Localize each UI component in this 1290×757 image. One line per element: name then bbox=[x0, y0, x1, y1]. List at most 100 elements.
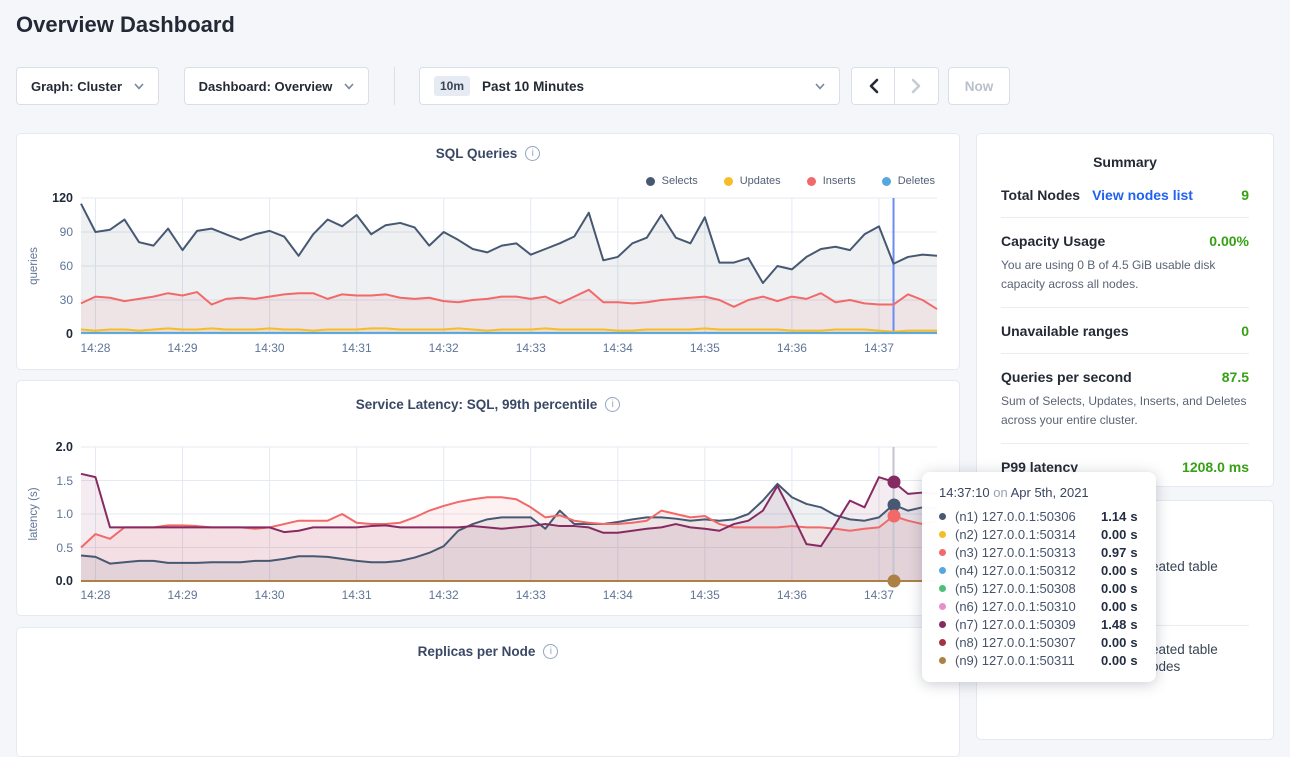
tooltip-node-label: (n1) 127.0.0.1:50306 bbox=[955, 509, 1101, 524]
chart-title: Replicas per Node bbox=[418, 644, 536, 659]
tooltip-node-label: (n5) 127.0.0.1:50308 bbox=[955, 581, 1101, 596]
tooltip-node-label: (n6) 127.0.0.1:50310 bbox=[955, 599, 1101, 614]
tooltip-row: (n1) 127.0.0.1:503061.14s bbox=[939, 507, 1142, 525]
tooltip-unit: s bbox=[1130, 581, 1137, 596]
x-tick-label: 14:35 bbox=[690, 341, 720, 355]
chevron-down-icon bbox=[815, 83, 825, 90]
tooltip-unit: s bbox=[1130, 563, 1137, 578]
tooltip-node-value: 0.00 bbox=[1101, 563, 1126, 578]
tooltip-time: 14:37:10 bbox=[939, 485, 990, 500]
event-text-fragment: eated table bbox=[1151, 559, 1218, 574]
service-latency-card: Service Latency: SQL, 99th percentile i … bbox=[16, 380, 960, 616]
time-prev-button[interactable] bbox=[852, 68, 895, 104]
x-tick-label: 14:32 bbox=[429, 588, 459, 602]
x-tick-label: 14:29 bbox=[168, 341, 198, 355]
time-range-picker[interactable]: 10m Past 10 Minutes bbox=[419, 67, 840, 105]
x-tick-label: 14:32 bbox=[429, 341, 459, 355]
tooltip-row: (n5) 127.0.0.1:503080.00s bbox=[939, 579, 1142, 597]
unavailable-ranges-label: Unavailable ranges bbox=[1001, 323, 1129, 339]
legend-dot bbox=[724, 177, 733, 186]
legend-item-inserts[interactable]: Inserts bbox=[807, 175, 856, 187]
info-icon[interactable]: i bbox=[605, 397, 620, 412]
graph-dropdown-label: Graph: Cluster bbox=[31, 79, 122, 94]
x-tick-label: 14:33 bbox=[516, 341, 546, 355]
legend-label: Selects bbox=[662, 175, 698, 187]
series-color-dot bbox=[939, 639, 946, 646]
tooltip-rows: (n1) 127.0.0.1:503061.14s(n2) 127.0.0.1:… bbox=[939, 507, 1142, 669]
page-title: Overview Dashboard bbox=[16, 12, 235, 38]
hover-tooltip: 14:37:10 on Apr 5th, 2021 (n1) 127.0.0.1… bbox=[922, 472, 1156, 682]
series-color-dot bbox=[939, 513, 946, 520]
tooltip-unit: s bbox=[1130, 545, 1137, 560]
chart-plot[interactable]: queries 030609012014:2814:2914:3014:3114… bbox=[81, 198, 937, 334]
legend-item-updates[interactable]: Updates bbox=[724, 175, 781, 187]
queries-per-second-desc: Sum of Selects, Updates, Inserts, and De… bbox=[1001, 392, 1249, 429]
hover-point-dot bbox=[887, 475, 900, 488]
tooltip-timestamp: 14:37:10 on Apr 5th, 2021 bbox=[939, 485, 1142, 500]
time-now-button[interactable]: Now bbox=[948, 67, 1010, 105]
legend-item-selects[interactable]: Selects bbox=[646, 175, 698, 187]
summary-card: Summary Total Nodes View nodes list 9 Ca… bbox=[976, 133, 1274, 487]
legend-label: Deletes bbox=[898, 175, 935, 187]
time-range-label: Past 10 Minutes bbox=[482, 79, 803, 94]
y-tick-label: 2.0 bbox=[23, 440, 73, 454]
info-icon[interactable]: i bbox=[525, 146, 540, 161]
legend-label: Inserts bbox=[823, 175, 856, 187]
total-nodes-row: Total Nodes View nodes list 9 bbox=[1001, 172, 1249, 218]
legend-item-deletes[interactable]: Deletes bbox=[882, 175, 935, 187]
chevron-right-icon bbox=[911, 78, 922, 94]
p99-latency-value: 1208.0 ms bbox=[1182, 459, 1249, 475]
chevron-down-icon bbox=[134, 83, 144, 90]
chart-title-row: SQL Queries i bbox=[17, 146, 959, 161]
time-range-badge: 10m bbox=[434, 76, 470, 96]
chart-plot[interactable]: latency (s) 0.00.51.01.52.014:2814:2914:… bbox=[81, 447, 937, 581]
tooltip-node-label: (n7) 127.0.0.1:50309 bbox=[955, 617, 1101, 632]
time-next-button[interactable] bbox=[895, 68, 938, 104]
y-tick-label: 90 bbox=[23, 225, 73, 239]
chart-title-row: Service Latency: SQL, 99th percentile i bbox=[17, 397, 959, 412]
chart-legend: Selects Updates Inserts Deletes bbox=[646, 175, 935, 187]
dashboard-dropdown-label: Dashboard: Overview bbox=[199, 79, 333, 94]
tooltip-node-value: 0.00 bbox=[1101, 635, 1126, 650]
chart-title: Service Latency: SQL, 99th percentile bbox=[356, 397, 598, 412]
tooltip-node-label: (n2) 127.0.0.1:50314 bbox=[955, 527, 1101, 542]
view-nodes-list-link[interactable]: View nodes list bbox=[1092, 187, 1193, 203]
x-tick-label: 14:37 bbox=[864, 588, 894, 602]
capacity-usage-label: Capacity Usage bbox=[1001, 233, 1105, 249]
y-tick-label: 120 bbox=[23, 191, 73, 205]
tooltip-node-value: 1.14 bbox=[1101, 509, 1126, 524]
unavailable-ranges-value: 0 bbox=[1241, 323, 1249, 339]
chevron-down-icon bbox=[344, 83, 354, 90]
legend-dot bbox=[807, 177, 816, 186]
chart-title: SQL Queries bbox=[436, 146, 518, 161]
info-icon[interactable]: i bbox=[543, 644, 558, 659]
legend-dot bbox=[882, 177, 891, 186]
x-tick-label: 14:30 bbox=[255, 588, 285, 602]
tooltip-date: Apr 5th, 2021 bbox=[1011, 485, 1089, 500]
total-nodes-label: Total Nodes bbox=[1001, 187, 1080, 203]
series-color-dot bbox=[939, 567, 946, 574]
chart-title-row: Replicas per Node i bbox=[17, 644, 959, 659]
tooltip-node-value: 0.00 bbox=[1101, 527, 1126, 542]
x-tick-label: 14:28 bbox=[80, 588, 110, 602]
series-color-dot bbox=[939, 531, 946, 538]
y-tick-label: 0.5 bbox=[23, 541, 73, 555]
x-tick-label: 14:36 bbox=[777, 341, 807, 355]
time-nav-group bbox=[851, 67, 939, 105]
hover-point-dot bbox=[887, 575, 900, 588]
dashboard-dropdown[interactable]: Dashboard: Overview bbox=[184, 67, 369, 105]
toolbar-divider bbox=[394, 67, 395, 105]
tooltip-row: (n4) 127.0.0.1:503120.00s bbox=[939, 561, 1142, 579]
tooltip-node-label: (n9) 127.0.0.1:50311 bbox=[955, 653, 1101, 668]
tooltip-unit: s bbox=[1130, 599, 1137, 614]
legend-dot bbox=[646, 177, 655, 186]
tooltip-row: (n9) 127.0.0.1:503110.00s bbox=[939, 651, 1142, 669]
queries-per-second-row: Queries per second 87.5 Sum of Selects, … bbox=[1001, 354, 1249, 444]
x-tick-label: 14:33 bbox=[516, 588, 546, 602]
tooltip-node-value: 1.48 bbox=[1101, 617, 1126, 632]
series-color-dot bbox=[939, 603, 946, 610]
y-tick-label: 0 bbox=[23, 327, 73, 341]
series-color-dot bbox=[939, 621, 946, 628]
graph-dropdown[interactable]: Graph: Cluster bbox=[16, 67, 159, 105]
total-nodes-value: 9 bbox=[1241, 187, 1249, 203]
